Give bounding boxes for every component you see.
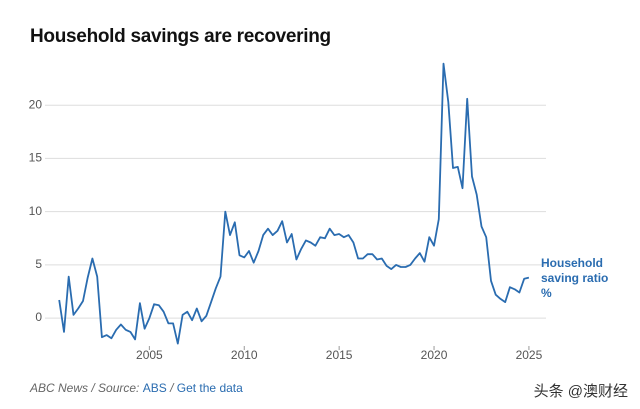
y-tick-label: 10 (29, 204, 43, 218)
chart-title: Household savings are recovering (30, 26, 331, 47)
x-tick-label: 2005 (136, 348, 163, 362)
footer: ABC News / Source: ABS / Get the data (30, 381, 243, 395)
series-line (58, 62, 530, 345)
source-text: ABC News / Source: (30, 381, 143, 395)
watermark: 头条 @澳财经 (533, 383, 628, 400)
x-tick-label: 2010 (231, 348, 258, 362)
x-tick-label: 2020 (421, 348, 448, 362)
y-tick-label: 5 (35, 257, 42, 271)
y-tick-label: 0 (35, 310, 42, 324)
y-tick-label: 15 (29, 151, 43, 165)
source-link[interactable]: ABS (142, 381, 167, 395)
data-link[interactable]: Get the data (176, 381, 243, 395)
x-tick-label: 2025 (516, 348, 543, 362)
separator: / (166, 381, 177, 395)
y-tick-label: 20 (29, 97, 43, 111)
series-label: Household saving ratio % (541, 256, 609, 300)
x-tick-label: 2015 (326, 348, 353, 362)
